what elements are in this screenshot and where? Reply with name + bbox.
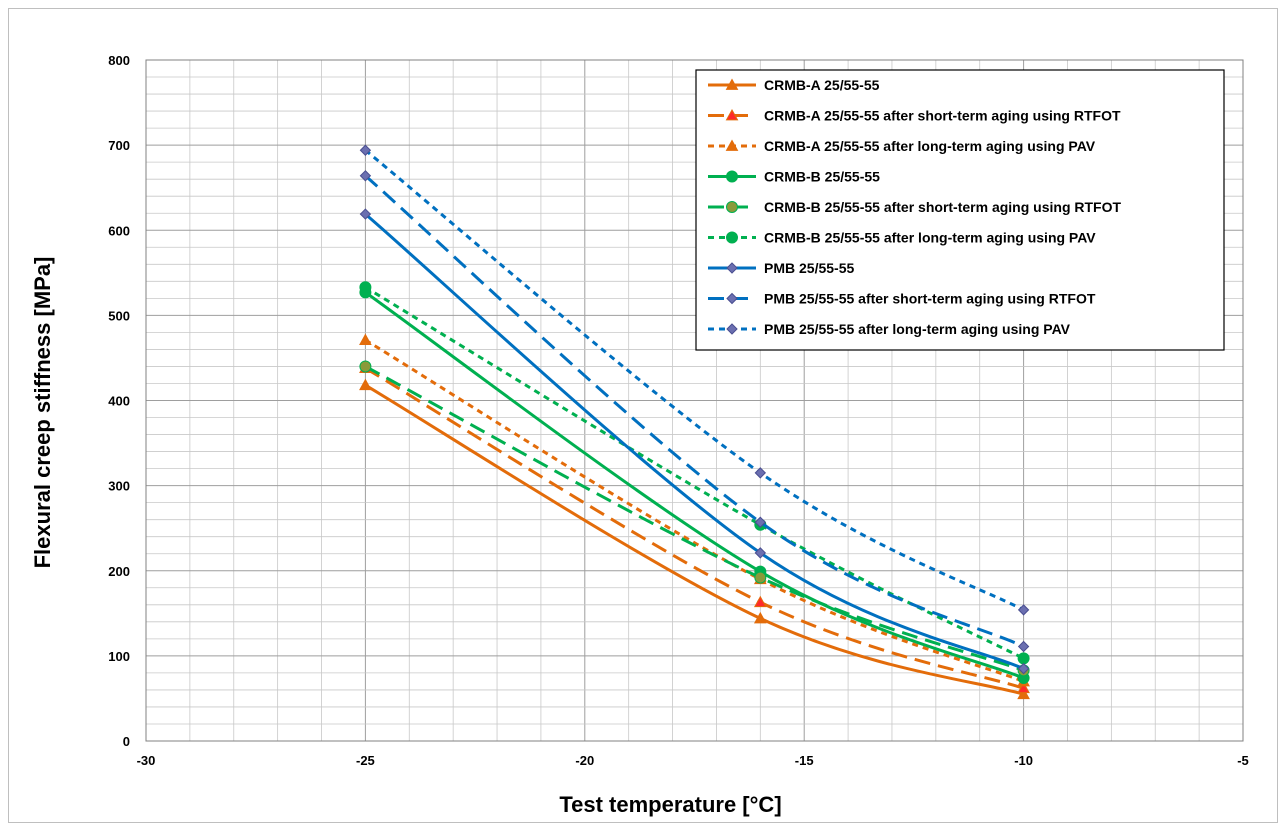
legend-label: PMB 25/55-55 after short-term aging usin… xyxy=(764,291,1096,307)
data-point xyxy=(1017,681,1030,694)
x-tick-label: -30 xyxy=(137,753,156,768)
legend-swatch-marker xyxy=(725,108,739,121)
legend-entry: PMB 25/55-55 after long-term aging using… xyxy=(708,321,1071,337)
legend-label: CRMB-A 25/55-55 after long-term aging us… xyxy=(764,138,1096,154)
legend: CRMB-A 25/55-55 CRMB-A 25/55-55 after sho… xyxy=(695,69,1225,351)
y-tick-label: 200 xyxy=(108,564,130,579)
legend-label: CRMB-B 25/55-55 xyxy=(764,169,880,185)
legend-label: PMB 25/55-55 after long-term aging using… xyxy=(764,321,1071,337)
legend-swatch-marker xyxy=(726,323,738,335)
y-tick-label: 700 xyxy=(108,138,130,153)
data-point xyxy=(753,611,767,624)
series-line xyxy=(364,212,1025,671)
series-line xyxy=(364,285,1025,660)
legend-label: CRMB-A 25/55-55 xyxy=(764,77,880,93)
series-9 xyxy=(359,144,1030,616)
legend-swatch-marker xyxy=(726,262,738,274)
x-tick-label: -20 xyxy=(575,753,594,768)
data-point xyxy=(754,547,767,559)
data-point xyxy=(1017,687,1030,700)
x-tick-label: -15 xyxy=(795,753,814,768)
y-tick-label: 300 xyxy=(108,479,130,494)
series-3 xyxy=(359,333,1030,687)
legend-box xyxy=(695,69,1225,351)
data-point xyxy=(359,170,372,182)
series-line xyxy=(364,291,1025,680)
data-point xyxy=(359,144,372,156)
legend-entry: CRMB-B 25/55-55 xyxy=(708,169,880,185)
legend-label: CRMB-B 25/55-55 after long-term aging us… xyxy=(764,230,1096,246)
plot-area-border xyxy=(145,59,1244,742)
y-tick-label: 600 xyxy=(108,223,130,238)
y-tick-label: 400 xyxy=(108,394,130,409)
y-tick-label: 500 xyxy=(108,308,130,323)
series-8 xyxy=(359,170,1030,653)
data-point xyxy=(753,595,767,608)
data-point xyxy=(359,360,372,373)
series-line xyxy=(364,366,1025,690)
series-7 xyxy=(359,208,1030,675)
data-point xyxy=(359,208,372,220)
series-5 xyxy=(359,360,1030,677)
legend-swatch-marker xyxy=(725,139,739,151)
legend-label: CRMB-B 25/55-55 after short-term aging u… xyxy=(764,199,1121,215)
series-line xyxy=(364,338,1025,683)
legend-swatch-marker xyxy=(726,170,738,183)
data-point xyxy=(1017,662,1030,675)
y-tick-label: 0 xyxy=(123,734,130,749)
data-point xyxy=(1017,652,1030,665)
x-axis-tick-labels: -30 -25 -20 -15 -10 -5 xyxy=(137,753,1249,768)
series-line xyxy=(364,383,1025,696)
x-tick-label: -5 xyxy=(1237,753,1249,768)
series-layer xyxy=(359,144,1030,700)
legend-swatch-marker xyxy=(726,292,738,305)
data-point xyxy=(359,378,372,391)
series-line xyxy=(364,365,1025,672)
legend-label: PMB 25/55-55 xyxy=(764,260,854,276)
data-point xyxy=(754,467,767,479)
legend-swatch-marker xyxy=(725,78,739,90)
data-point xyxy=(359,333,372,345)
legend-entry: PMB 25/55-55 xyxy=(708,260,854,276)
legend-entry: CRMB-A 25/55-55 after short-term aging u… xyxy=(708,108,1121,124)
y-tick-label: 800 xyxy=(108,53,130,68)
y-tick-label: 100 xyxy=(108,649,130,664)
legend-swatch-marker xyxy=(726,201,738,213)
legend-entry: CRMB-B 25/55-55 after long-term aging us… xyxy=(708,230,1096,246)
data-point xyxy=(1017,640,1030,653)
series-1 xyxy=(359,378,1030,700)
data-point xyxy=(754,571,767,584)
y-axis-tick-labels: 0 100 200 300 400 500 600 700 800 xyxy=(108,53,130,749)
series-line xyxy=(364,149,1025,612)
legend-entry: CRMB-A 25/55-55 after long-term aging us… xyxy=(708,138,1096,154)
legend-entry: PMB 25/55-55 after short-term aging usin… xyxy=(708,291,1096,307)
x-tick-label: -10 xyxy=(1014,753,1033,768)
series-2 xyxy=(359,361,1030,694)
x-axis-title: Test temperature [°C] xyxy=(559,792,781,817)
legend-swatch-marker xyxy=(726,231,738,244)
data-point xyxy=(1017,604,1030,616)
data-point xyxy=(359,281,372,294)
legend-entry: CRMB-A 25/55-55 xyxy=(708,77,880,93)
x-tick-label: -25 xyxy=(356,753,375,768)
legend-label: CRMB-A 25/55-55 after short-term aging u… xyxy=(764,108,1121,124)
y-axis-title: Flexural creep stiffness [MPa] xyxy=(30,257,55,569)
data-point xyxy=(754,516,767,528)
legend-entry: CRMB-B 25/55-55 after short-term aging u… xyxy=(708,199,1121,215)
